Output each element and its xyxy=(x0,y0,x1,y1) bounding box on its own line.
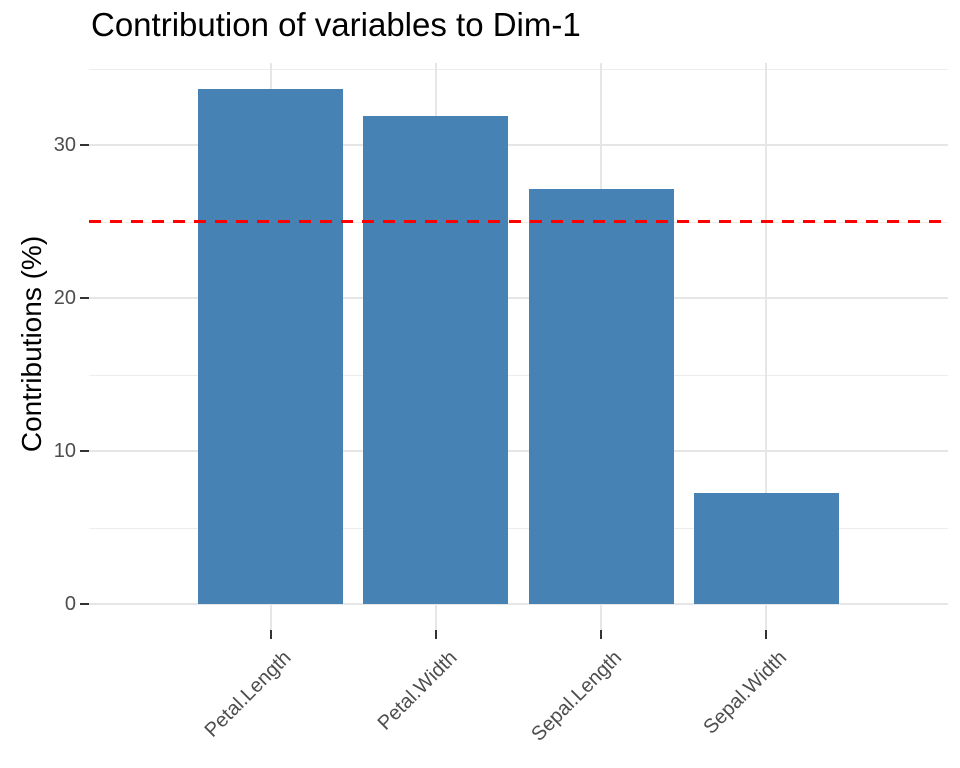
x-tick xyxy=(765,629,768,639)
y-tick xyxy=(80,603,89,605)
x-tick xyxy=(600,629,603,639)
reference-line xyxy=(89,220,948,223)
y-tick xyxy=(80,144,89,146)
gridline-h-major xyxy=(89,297,948,299)
gridline-h-minor xyxy=(89,527,948,529)
y-tick xyxy=(80,450,89,452)
x-tick-label: Sepal.Width xyxy=(699,646,792,739)
y-tick-label: 10 xyxy=(53,440,76,462)
y-tick-label: 0 xyxy=(64,593,76,615)
x-tick xyxy=(269,629,272,639)
gridline-h-major xyxy=(89,144,948,146)
gridline-h-minor xyxy=(89,374,948,376)
bar xyxy=(363,115,509,604)
bar xyxy=(528,188,674,604)
x-tick-label: Sepal.Length xyxy=(527,646,627,746)
gridline-h-major xyxy=(89,450,948,452)
x-tick-label: Petal.Width xyxy=(373,646,462,735)
gridline-h-minor xyxy=(89,68,948,70)
bar xyxy=(198,88,344,604)
chart-title: Contribution of variables to Dim-1 xyxy=(91,6,581,43)
gridline-v xyxy=(765,62,768,630)
bar xyxy=(693,493,839,604)
x-tick-label: Petal.Length xyxy=(200,646,296,742)
y-tick-label: 30 xyxy=(53,134,76,156)
gridline-h-major xyxy=(89,603,948,605)
y-tick-label: 20 xyxy=(53,287,76,309)
y-tick xyxy=(80,297,89,299)
x-tick xyxy=(434,629,437,639)
